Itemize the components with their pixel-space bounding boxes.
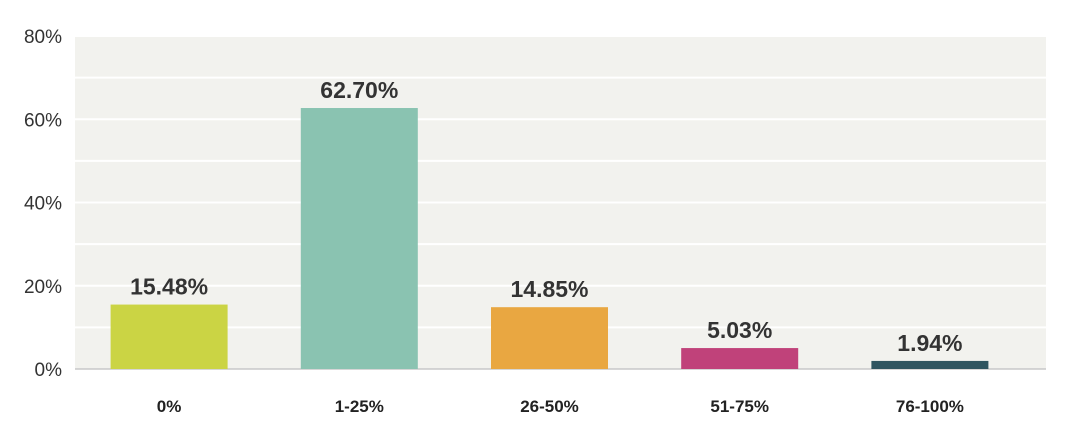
- data-label-2: 62.70%: [320, 77, 398, 103]
- category-label-2: 1-25%: [335, 397, 384, 416]
- bar-2: [300, 108, 418, 369]
- data-label-3: 14.85%: [510, 276, 588, 302]
- bar-5: [871, 360, 989, 369]
- y-tick-label: 80%: [24, 27, 62, 48]
- bars: [110, 108, 989, 369]
- y-tick-label: 20%: [24, 277, 62, 298]
- bar-1: [110, 304, 228, 369]
- category-label-1: 0%: [157, 397, 182, 416]
- data-label-4: 5.03%: [707, 317, 772, 343]
- data-labels: 15.48% 62.70% 14.85% 5.03% 1.94%: [130, 77, 962, 356]
- bar-4: [681, 348, 799, 369]
- data-label-5: 1.94%: [897, 330, 962, 356]
- y-tick-label: 40%: [24, 194, 62, 215]
- y-tick-label: 0%: [35, 360, 63, 381]
- category-label-4: 51-75%: [710, 397, 769, 416]
- data-label-1: 15.48%: [130, 274, 208, 300]
- y-tick-label: 60%: [24, 110, 62, 131]
- y-axis: 0% 20% 40% 60% 80%: [24, 27, 62, 381]
- category-label-5: 76-100%: [896, 397, 964, 416]
- category-label-3: 26-50%: [520, 397, 579, 416]
- bar-3: [491, 307, 608, 369]
- grid-lines: [75, 35, 1046, 329]
- x-axis: 0% 1-25% 26-50% 51-75% 76-100%: [157, 397, 964, 416]
